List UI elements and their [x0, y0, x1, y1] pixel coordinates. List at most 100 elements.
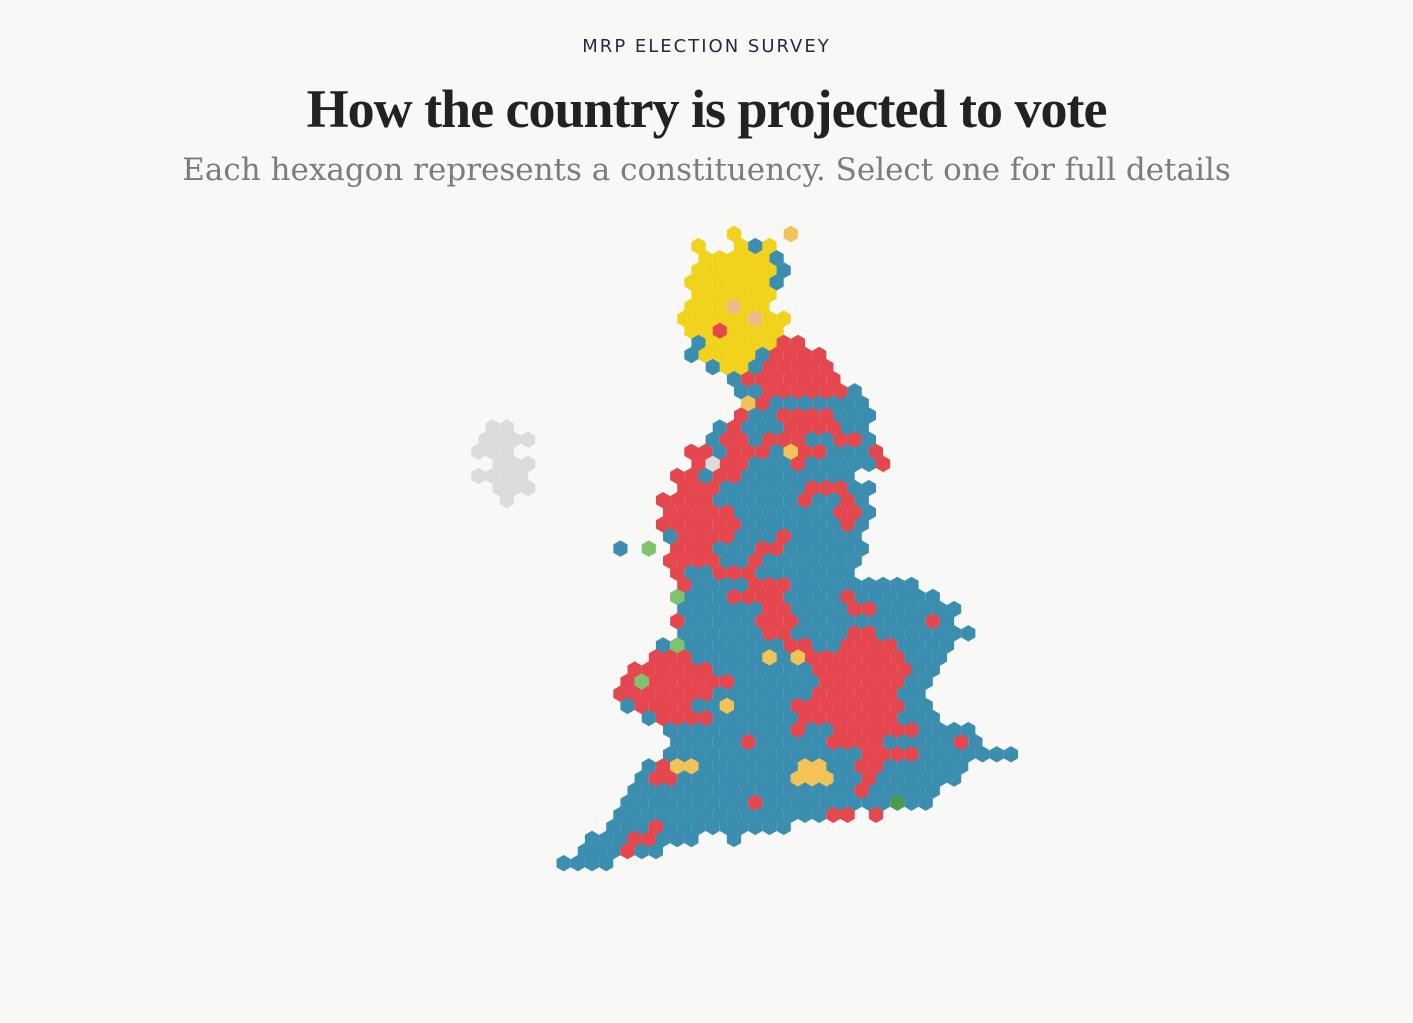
constituency-hexagon[interactable] [776, 528, 791, 545]
constituency-hexagon[interactable] [776, 794, 791, 811]
constituency-hexagon[interactable] [698, 661, 713, 678]
constituency-hexagon[interactable] [620, 842, 635, 860]
constituency-hexagon[interactable] [776, 600, 791, 618]
constituency-hexagon[interactable] [599, 830, 614, 848]
constituency-hexagon[interactable] [734, 455, 749, 473]
constituency-hexagon[interactable] [826, 588, 841, 606]
constituency-hexagon[interactable] [918, 697, 933, 715]
constituency-hexagon[interactable] [826, 395, 841, 412]
constituency-hexagon[interactable] [826, 540, 841, 557]
constituency-hexagon[interactable] [939, 734, 955, 751]
constituency-hexagon[interactable] [691, 625, 706, 642]
constituency-hexagon[interactable] [698, 685, 713, 702]
constituency-hexagon[interactable] [826, 613, 841, 630]
constituency-hexagon[interactable] [648, 770, 663, 787]
constituency-hexagon[interactable] [648, 794, 663, 811]
constituency-hexagon[interactable] [734, 649, 749, 666]
constituency-hexagon[interactable] [755, 709, 770, 727]
constituency-hexagon[interactable] [819, 649, 834, 666]
constituency-hexagon[interactable] [748, 504, 763, 521]
constituency-hexagon[interactable] [975, 746, 990, 763]
constituency-hexagon[interactable] [876, 721, 891, 739]
constituency-hexagon[interactable] [797, 637, 813, 654]
constituency-hexagon[interactable] [769, 637, 784, 654]
constituency-hexagon[interactable] [734, 600, 749, 618]
constituency-hexagon[interactable] [840, 467, 855, 485]
constituency-hexagon[interactable] [641, 758, 656, 775]
constituency-hexagon[interactable] [854, 516, 869, 533]
constituency-hexagon[interactable] [755, 661, 770, 678]
constituency-hexagon[interactable] [876, 455, 891, 473]
constituency-hexagon[interactable] [677, 310, 692, 327]
constituency-hexagon[interactable] [684, 588, 699, 606]
constituency-hexagon[interactable] [797, 685, 813, 702]
constituency-hexagon[interactable] [833, 455, 848, 473]
constituency-hexagon[interactable] [726, 346, 742, 364]
constituency-hexagon[interactable] [812, 661, 827, 678]
constituency-hexagon[interactable] [847, 431, 862, 448]
constituency-hexagon[interactable] [925, 637, 940, 654]
constituency-hexagon[interactable] [698, 758, 713, 775]
constituency-hexagon[interactable] [847, 721, 862, 739]
constituency-hexagon[interactable] [776, 576, 791, 594]
constituency-hexagon[interactable] [833, 673, 848, 690]
constituency-hexagon[interactable] [890, 697, 905, 715]
constituency-hexagon[interactable] [705, 794, 720, 811]
constituency-hexagon[interactable] [876, 600, 891, 618]
constituency-hexagon[interactable] [741, 274, 756, 291]
constituency-hexagon[interactable] [726, 806, 742, 823]
constituency-hexagon[interactable] [719, 552, 734, 569]
constituency-hexagon[interactable] [897, 588, 912, 606]
constituency-hexagon[interactable] [769, 274, 784, 291]
constituency-hexagon[interactable] [755, 637, 770, 654]
constituency-hexagon[interactable] [634, 818, 649, 836]
constituency-hexagon[interactable] [719, 576, 734, 594]
constituency-hexagon[interactable] [748, 721, 763, 739]
constituency-hexagon[interactable] [734, 431, 749, 448]
constituency-hexagon[interactable] [904, 721, 919, 739]
constituency-hexagon[interactable] [812, 806, 827, 823]
constituency-hexagon[interactable] [783, 588, 798, 606]
constituency-hexagon[interactable] [734, 479, 749, 497]
constituency-hexagon[interactable] [726, 588, 742, 606]
constituency-hexagon[interactable] [691, 479, 706, 497]
constituency-hexagon[interactable] [663, 746, 678, 763]
constituency-hexagon[interactable] [826, 782, 841, 799]
constituency-hexagon[interactable] [790, 479, 805, 497]
constituency-hexagon[interactable] [719, 262, 734, 279]
constituency-hexagon[interactable] [670, 613, 685, 630]
constituency-hexagon[interactable] [769, 540, 784, 557]
constituency-hexagon[interactable] [819, 479, 834, 497]
constituency-hexagon[interactable] [783, 492, 798, 509]
constituency-hexagon[interactable] [741, 758, 756, 775]
constituency-hexagon[interactable] [634, 673, 649, 690]
constituency-hexagon[interactable] [797, 395, 813, 412]
constituency-hexagon[interactable] [797, 443, 813, 460]
constituency-hexagon[interactable] [762, 237, 777, 255]
constituency-hexagon[interactable] [641, 685, 656, 702]
constituency-hexagon[interactable] [812, 782, 827, 799]
constituency-hexagon[interactable] [663, 818, 678, 836]
constituency-hexagon[interactable] [677, 794, 692, 811]
constituency-hexagon[interactable] [797, 346, 813, 364]
constituency-hexagon[interactable] [755, 371, 770, 388]
constituency-hexagon[interactable] [769, 443, 784, 460]
constituency-hexagon[interactable] [776, 479, 791, 497]
constituency-hexagon[interactable] [897, 734, 912, 751]
constituency-hexagon[interactable] [925, 734, 940, 751]
constituency-hexagon[interactable] [499, 467, 514, 485]
constituency-hexagon[interactable] [776, 818, 791, 836]
constituency-hexagon[interactable] [762, 600, 777, 618]
constituency-hexagon[interactable] [705, 649, 720, 666]
constituency-hexagon[interactable] [734, 383, 749, 400]
constituency-hexagon[interactable] [797, 467, 813, 485]
constituency-hexagon[interactable] [805, 479, 820, 497]
constituency-hexagon[interactable] [691, 576, 706, 594]
constituency-hexagon[interactable] [705, 673, 720, 690]
constituency-hexagon[interactable] [712, 298, 727, 315]
constituency-hexagon[interactable] [698, 564, 713, 581]
constituency-hexagon[interactable] [726, 734, 742, 751]
constituency-hexagon[interactable] [726, 685, 742, 702]
constituency-hexagon[interactable] [812, 758, 827, 775]
